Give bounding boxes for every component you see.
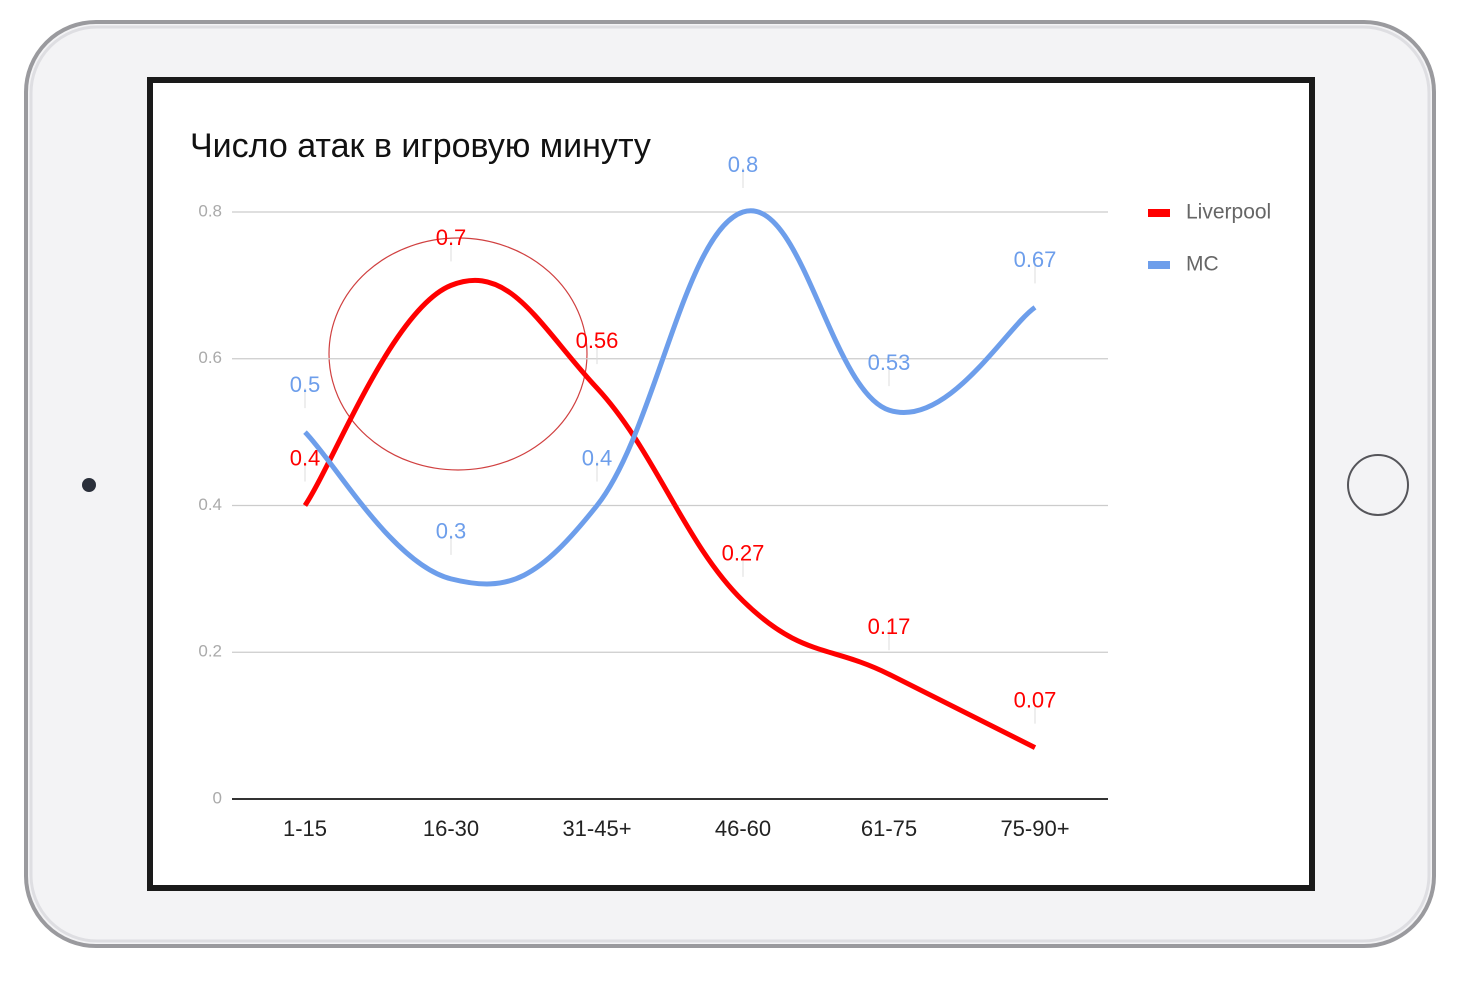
legend-label: Liverpool — [1186, 201, 1271, 224]
home-button[interactable] — [1347, 454, 1409, 516]
data-label: 0.56 — [576, 328, 619, 353]
y-tick-label: 0.4 — [198, 495, 222, 514]
highlight-ellipse — [328, 237, 588, 471]
series-line — [303, 208, 1037, 587]
x-tick-label: 61-75 — [861, 816, 917, 841]
x-tick-label: 75-90+ — [1000, 816, 1069, 841]
data-label: 0.4 — [290, 445, 321, 470]
data-label: 0.67 — [1014, 247, 1057, 272]
series-line — [302, 277, 1037, 750]
x-tick-label: 1-15 — [283, 816, 327, 841]
legend-swatch — [1148, 261, 1170, 269]
y-tick-label: 0 — [213, 788, 222, 807]
x-tick-label: 16-30 — [423, 816, 479, 841]
data-label: 0.5 — [290, 372, 321, 397]
data-label: 0.17 — [868, 614, 911, 639]
legend-swatch — [1148, 209, 1170, 217]
x-tick-label: 31-45+ — [562, 816, 631, 841]
device-bezel — [29, 25, 1431, 943]
y-tick-label: 0.2 — [198, 642, 222, 661]
data-label: 0.53 — [868, 350, 911, 375]
data-label: 0.4 — [582, 445, 613, 470]
y-tick-label: 0.6 — [198, 348, 222, 367]
plot: 0 0.2 0.4 0.6 0.8 1-15 16-30 31-45+ 46-60 61-75 75… — [198, 152, 1271, 841]
data-label: 0.27 — [722, 541, 765, 566]
screen — [147, 77, 1315, 891]
camera — [82, 478, 96, 492]
data-label: 0.7 — [436, 225, 467, 250]
legend-label: MC — [1186, 253, 1219, 276]
x-tick-label: 46-60 — [715, 816, 771, 841]
data-label: 0.3 — [436, 519, 467, 544]
y-tick-label: 0.8 — [198, 201, 222, 220]
chart-title: Число атак в игровую минуту — [190, 127, 651, 165]
data-label: 0.07 — [1014, 687, 1057, 712]
data-label: 0.8 — [728, 152, 759, 177]
